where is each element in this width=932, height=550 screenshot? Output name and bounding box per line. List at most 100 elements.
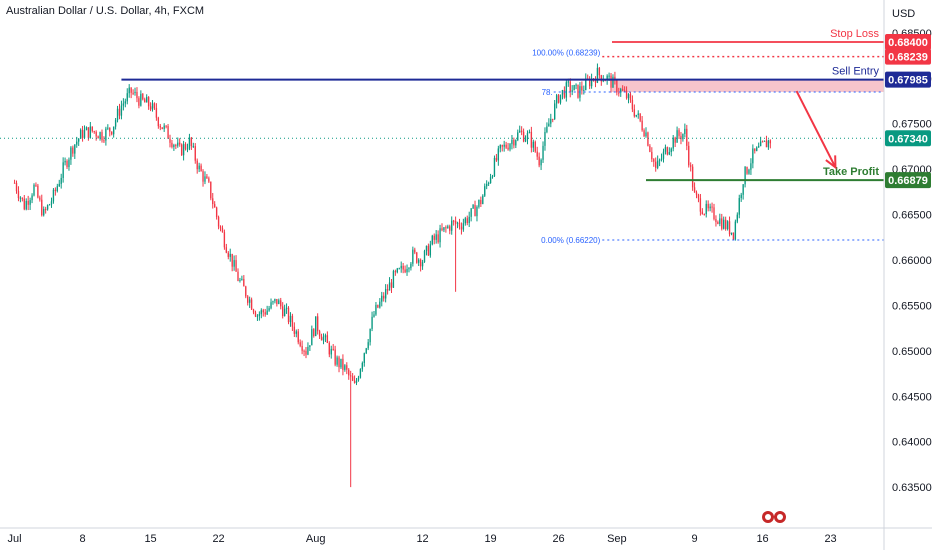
candle-body xyxy=(76,141,78,145)
candle-body xyxy=(565,82,568,98)
candle-body xyxy=(126,93,128,102)
candle-body xyxy=(462,223,465,230)
candle-body xyxy=(501,144,503,147)
candle-body xyxy=(684,128,686,134)
candle-body xyxy=(505,144,507,148)
candle-body xyxy=(445,227,447,229)
candle-body xyxy=(301,345,303,351)
candle-body xyxy=(353,380,356,384)
chart-title: Australian Dollar / U.S. Dollar, 4h, FXC… xyxy=(6,5,204,17)
candle-body xyxy=(313,329,315,337)
candle-body xyxy=(499,144,501,149)
candle-body xyxy=(676,130,678,143)
fib-786-label: 78. xyxy=(542,88,553,97)
candle-body xyxy=(336,357,338,365)
candle-body xyxy=(674,137,676,143)
candle-body xyxy=(528,131,531,134)
candle-body xyxy=(563,90,566,98)
candle-body xyxy=(631,99,634,110)
candle-body xyxy=(616,80,618,93)
candle-body xyxy=(318,331,321,337)
candle-body xyxy=(758,146,760,148)
candle-body xyxy=(74,144,76,154)
candle-body xyxy=(470,208,472,217)
candle-body xyxy=(639,113,641,121)
candle-body xyxy=(740,194,742,199)
candle-body xyxy=(186,148,189,150)
candle-body xyxy=(243,278,245,287)
candle-body xyxy=(721,218,723,229)
candle-body xyxy=(746,166,748,174)
candle-body xyxy=(159,126,161,128)
candle-body xyxy=(307,346,309,355)
candle-body xyxy=(697,194,700,199)
candle-body xyxy=(583,89,585,91)
candle-body xyxy=(402,265,404,270)
x-tick-label: 26 xyxy=(552,533,564,545)
candle-body xyxy=(23,198,25,210)
candle-body xyxy=(309,345,311,347)
candle-body xyxy=(109,127,111,132)
candle-body xyxy=(41,199,43,216)
x-tick-label: 16 xyxy=(756,533,768,545)
candle-body xyxy=(491,176,494,178)
candle-body xyxy=(519,130,521,133)
candle-body xyxy=(441,228,443,231)
current-price-tag-text: 0.67340 xyxy=(888,133,928,145)
candle-body xyxy=(365,348,367,354)
candle-body xyxy=(414,249,416,253)
candle-body xyxy=(184,144,187,149)
candle-body xyxy=(85,127,88,131)
candle-body xyxy=(643,130,645,137)
candle-body xyxy=(672,137,674,149)
candle-body xyxy=(608,75,610,77)
candle-body xyxy=(375,304,377,315)
candle-body xyxy=(452,220,455,222)
candle-body xyxy=(303,350,305,352)
candle-body xyxy=(604,80,606,82)
candle-body xyxy=(369,328,371,343)
x-tick-label: 23 xyxy=(824,533,836,545)
candle-body xyxy=(715,219,717,223)
candle-body xyxy=(262,310,264,313)
y-tick-label: 0.66500 xyxy=(892,210,932,222)
candle-body xyxy=(400,265,402,269)
candle-body xyxy=(419,259,422,267)
candle-body xyxy=(577,84,579,98)
candle-body xyxy=(557,95,560,103)
candle-body xyxy=(270,302,272,309)
candle-body xyxy=(649,145,651,152)
fib-0-label: 0.00% (0.66220) xyxy=(541,236,600,245)
candle-body xyxy=(472,204,474,209)
sell-entry-label: Sell Entry xyxy=(832,66,880,78)
candle-body xyxy=(763,140,766,142)
candle-body xyxy=(594,79,597,83)
candle-body xyxy=(280,300,282,307)
candle-body xyxy=(507,147,509,150)
candle-body xyxy=(357,377,360,381)
candle-body xyxy=(635,114,637,117)
candle-body xyxy=(655,161,657,168)
candle-body xyxy=(44,209,47,211)
candle-body xyxy=(217,216,220,227)
candle-body xyxy=(196,160,198,170)
candle-body xyxy=(645,132,647,137)
candle-body xyxy=(544,131,546,146)
candle-body xyxy=(35,184,37,186)
candle-body xyxy=(554,103,556,120)
candle-body xyxy=(316,316,319,332)
candle-body xyxy=(478,199,480,207)
candle-body xyxy=(449,226,451,231)
candle-body xyxy=(180,144,183,156)
candle-body xyxy=(169,138,171,143)
candle-body xyxy=(707,203,709,209)
candle-body xyxy=(46,205,49,210)
candle-body xyxy=(585,78,587,90)
candle-body xyxy=(93,131,95,133)
candle-body xyxy=(433,235,435,240)
candle-body xyxy=(175,145,177,147)
candle-body xyxy=(724,219,727,229)
y-tick-label: 0.63500 xyxy=(892,482,932,494)
